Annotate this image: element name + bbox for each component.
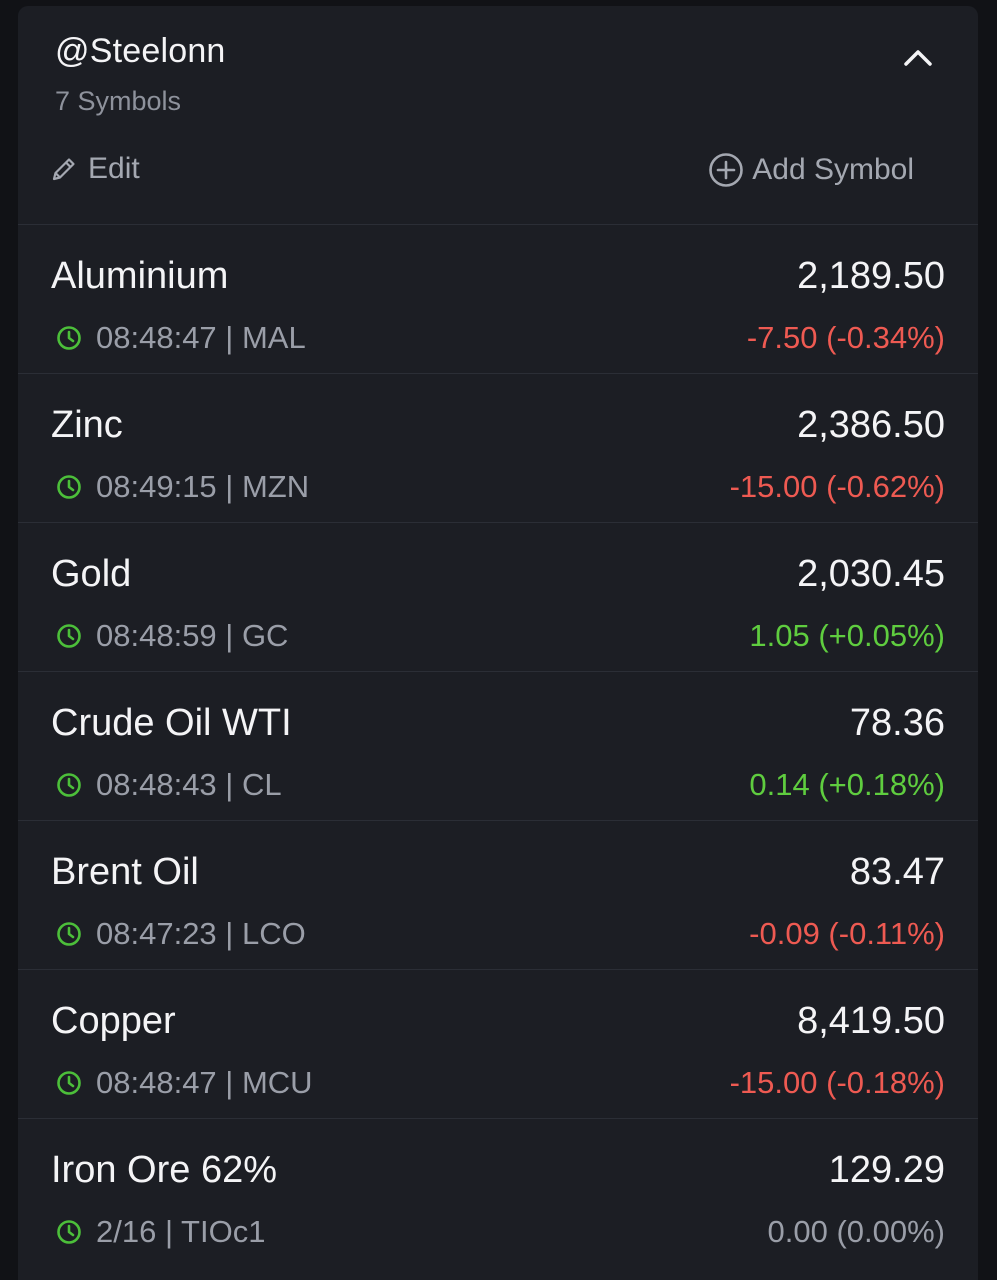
symbol-time-ticker: 08:48:47 | MCU: [96, 1065, 313, 1100]
clock-icon: [56, 1070, 82, 1096]
symbol-name: Zinc: [51, 404, 123, 446]
pencil-icon: [50, 155, 78, 183]
symbol-price: 8,419.50: [797, 1000, 945, 1042]
watchlist-header: @Steelonn 7 Symbols Edit: [18, 6, 978, 225]
clock-icon: [56, 1219, 82, 1245]
symbol-change: -15.00 (-0.62%): [729, 469, 945, 504]
symbol-meta: 2/16 | TIOc1: [56, 1214, 265, 1250]
symbol-row-brent-oil[interactable]: Brent Oil 83.47 08:47:23 | LCO -0.09 (-0…: [18, 821, 978, 970]
symbol-time-ticker: 08:48:47 | MAL: [96, 320, 306, 355]
symbol-row-aluminium[interactable]: Aluminium 2,189.50 08:48:47 | MAL -7.50 …: [18, 225, 978, 374]
symbol-row-zinc[interactable]: Zinc 2,386.50 08:49:15 | MZN -15.00 (-0.…: [18, 374, 978, 523]
symbol-name: Iron Ore 62%: [51, 1149, 277, 1191]
symbol-price: 78.36: [849, 702, 945, 744]
symbol-meta: 08:47:23 | LCO: [56, 916, 306, 952]
symbol-change: 0.00 (0.00%): [767, 1214, 946, 1249]
clock-icon: [56, 921, 82, 947]
symbol-price: 2,030.45: [797, 553, 945, 595]
symbol-change: 0.14 (+0.18%): [749, 767, 945, 802]
clock-icon: [56, 772, 82, 798]
collapse-button[interactable]: [898, 38, 938, 78]
symbol-price: 2,189.50: [797, 255, 945, 297]
symbol-change: -7.50 (-0.34%): [746, 320, 945, 355]
symbol-time-ticker: 2/16 | TIOc1: [96, 1214, 266, 1249]
symbol-change: -0.09 (-0.11%): [749, 916, 945, 951]
symbol-time-ticker: 08:49:15 | MZN: [96, 469, 310, 504]
symbol-row-crude-oil-wti[interactable]: Crude Oil WTI 78.36 08:48:43 | CL 0.14 (…: [18, 672, 978, 821]
symbol-meta: 08:48:43 | CL: [56, 767, 282, 803]
symbol-price: 83.47: [849, 851, 945, 893]
symbol-time-ticker: 08:47:23 | LCO: [96, 916, 306, 951]
add-symbol-button[interactable]: Add Symbol: [708, 152, 914, 188]
clock-icon: [56, 325, 82, 351]
symbol-list: Aluminium 2,189.50 08:48:47 | MAL -7.50 …: [18, 225, 978, 1267]
symbol-name: Copper: [51, 1000, 176, 1042]
symbol-count: 7 Symbols: [55, 86, 182, 116]
plus-circle-icon: [708, 152, 744, 188]
symbol-row-gold[interactable]: Gold 2,030.45 08:48:59 | GC 1.05 (+0.05%…: [18, 523, 978, 672]
symbol-meta: 08:49:15 | MZN: [56, 469, 309, 505]
clock-icon: [56, 474, 82, 500]
edit-label: Edit: [88, 152, 140, 185]
chevron-up-icon: [903, 49, 933, 67]
watchlist-panel: @Steelonn 7 Symbols Edit: [18, 6, 978, 1280]
symbol-change: 1.05 (+0.05%): [749, 618, 945, 653]
symbol-time-ticker: 08:48:59 | GC: [96, 618, 289, 653]
clock-icon: [56, 623, 82, 649]
symbol-row-copper[interactable]: Copper 8,419.50 08:48:47 | MCU -15.00 (-…: [18, 970, 978, 1119]
symbol-price: 2,386.50: [797, 404, 945, 446]
symbol-meta: 08:48:59 | GC: [56, 618, 288, 654]
edit-button[interactable]: Edit: [50, 152, 140, 186]
symbol-name: Gold: [51, 553, 132, 595]
symbol-name: Brent Oil: [51, 851, 199, 893]
add-symbol-label: Add Symbol: [752, 153, 914, 186]
symbol-meta: 08:48:47 | MCU: [56, 1065, 313, 1101]
symbol-row-iron-ore[interactable]: Iron Ore 62% 129.29 2/16 | TIOc1 0.00 (0…: [18, 1119, 978, 1267]
symbol-change: -15.00 (-0.18%): [729, 1065, 945, 1100]
symbol-time-ticker: 08:48:43 | CL: [96, 767, 282, 802]
watchlist-title: @Steelonn: [55, 32, 226, 70]
symbol-price: 129.29: [828, 1149, 945, 1191]
symbol-meta: 08:48:47 | MAL: [56, 320, 306, 356]
symbol-name: Crude Oil WTI: [51, 702, 292, 744]
symbol-name: Aluminium: [51, 255, 229, 297]
